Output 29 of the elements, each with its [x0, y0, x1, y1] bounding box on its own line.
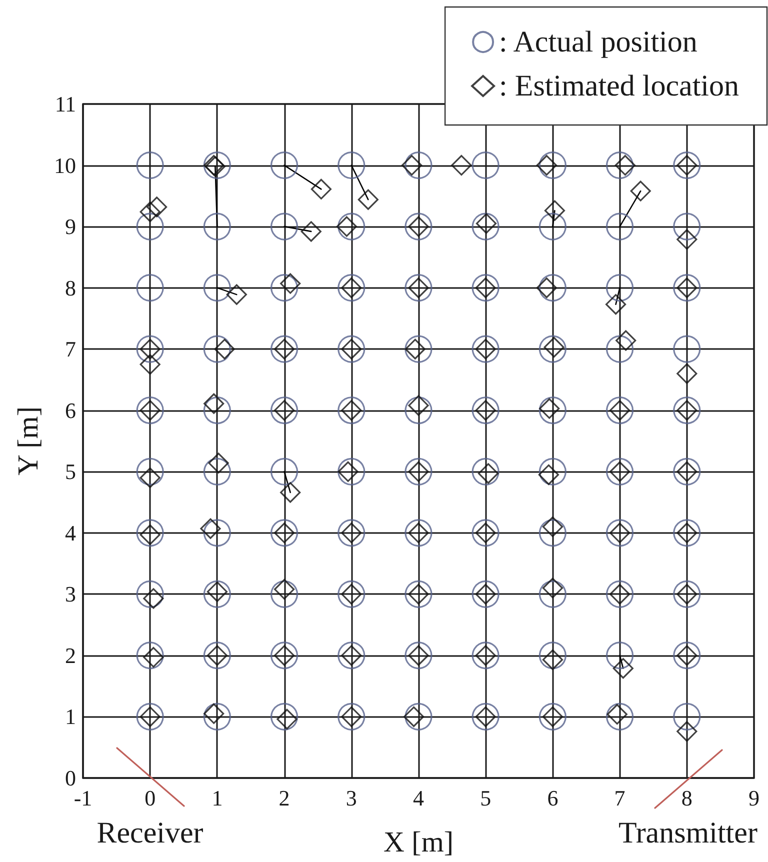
text: Receiver: [96, 816, 204, 850]
y-tick-label: 7: [65, 336, 76, 362]
y-tick-label: 11: [54, 92, 76, 116]
y-tick-label: 10: [54, 152, 76, 178]
x-tick-label: -1: [74, 786, 92, 810]
x-tick-label: 7: [614, 786, 626, 810]
y-tick-label: 9: [65, 214, 76, 240]
y-tick-label: 0: [65, 766, 76, 790]
y-tick-label: 6: [65, 398, 76, 423]
y-axis-title: Y [m]: [12, 406, 44, 476]
y-tick-label: 8: [65, 275, 76, 300]
y-tick-label: 4: [65, 520, 76, 546]
x-tick-label: 8: [681, 786, 692, 810]
x-tick-label: 0: [144, 786, 156, 810]
legend-label: : Actual position: [499, 26, 698, 58]
y-tick-label: 3: [65, 582, 76, 607]
y-tick-label: 1: [65, 704, 76, 730]
y-tick-label: 2: [65, 642, 76, 668]
x-tick-label: 2: [278, 786, 290, 810]
x-tick-label: 3: [346, 786, 357, 810]
x-tick-label: 1: [212, 786, 223, 810]
x-tick-label: 5: [480, 786, 492, 810]
text: Transmitter: [618, 816, 758, 850]
y-tick-label: 5: [65, 459, 76, 484]
legend-label: : Estimated location: [499, 70, 740, 102]
x-tick-label: 6: [547, 786, 558, 810]
x-axis-title: X [m]: [383, 826, 454, 858]
x-tick-label: 4: [413, 786, 424, 810]
x-tick-label: 9: [748, 786, 760, 810]
